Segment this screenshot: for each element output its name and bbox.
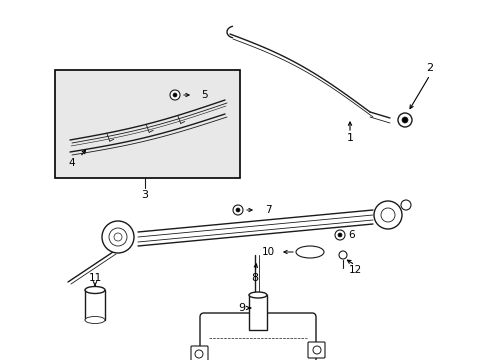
Circle shape [232,205,243,215]
Ellipse shape [85,287,105,293]
Text: 9: 9 [238,303,245,313]
Text: 12: 12 [347,265,361,275]
Circle shape [334,230,345,240]
Circle shape [195,350,203,358]
Text: 10: 10 [261,247,274,257]
Circle shape [397,113,411,127]
Circle shape [102,221,134,253]
Text: 1: 1 [346,133,353,143]
FancyBboxPatch shape [307,342,325,358]
Ellipse shape [295,246,324,258]
Text: 5: 5 [201,90,208,100]
Circle shape [170,90,180,100]
Circle shape [373,201,401,229]
Circle shape [401,117,407,123]
Circle shape [400,200,410,210]
Circle shape [338,251,346,259]
Text: 3: 3 [141,190,148,200]
Circle shape [312,346,320,354]
Circle shape [337,233,341,237]
Circle shape [109,228,127,246]
Circle shape [173,93,177,97]
Bar [248,295,266,330]
FancyBboxPatch shape [200,313,315,360]
Circle shape [380,208,394,222]
Circle shape [114,233,122,241]
Text: 11: 11 [88,273,102,283]
Text: 7: 7 [264,205,271,215]
Circle shape [236,208,240,212]
Ellipse shape [85,316,105,324]
Text: 6: 6 [347,230,354,240]
Text: 2: 2 [426,63,433,73]
Bar [55,70,240,178]
Bar [85,290,105,320]
FancyBboxPatch shape [191,346,207,360]
Text: 8: 8 [251,273,258,283]
Text: 4: 4 [68,158,75,168]
Ellipse shape [248,292,266,298]
